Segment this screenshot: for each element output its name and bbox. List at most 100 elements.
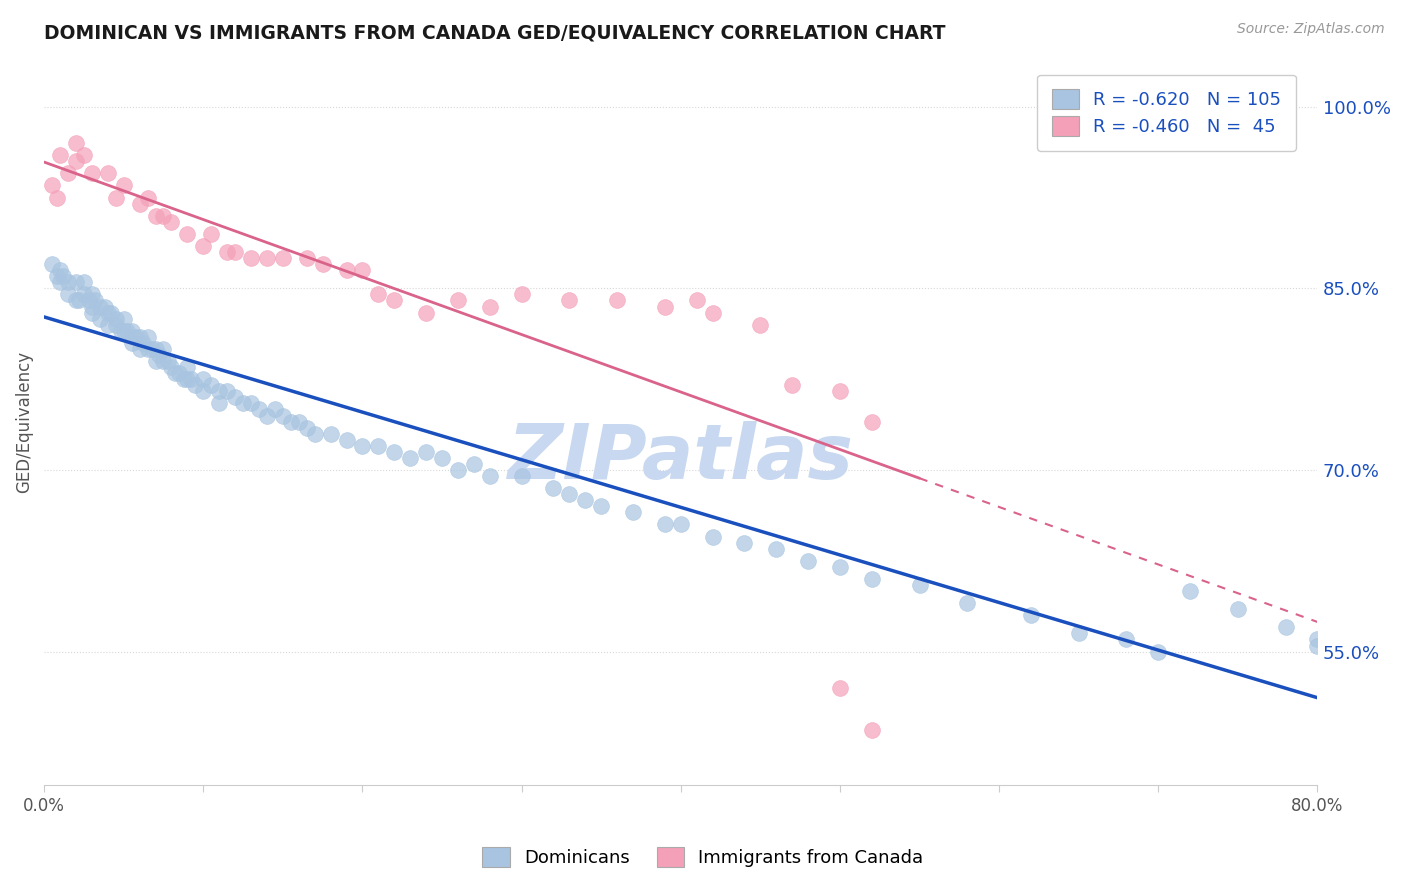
Point — [56, 287, 79, 301]
Point — [606, 293, 628, 308]
Point — [200, 227, 222, 241]
Point — [415, 445, 437, 459]
Point — [367, 287, 389, 301]
Point — [463, 457, 485, 471]
Point — [41, 257, 63, 271]
Point — [52, 269, 75, 284]
Point — [80, 305, 103, 319]
Point — [97, 318, 120, 332]
Point — [128, 330, 150, 344]
Point — [335, 263, 357, 277]
Point — [591, 500, 613, 514]
Text: DOMINICAN VS IMMIGRANTS FROM CANADA GED/EQUIVALENCY CORRELATION CHART: DOMINICAN VS IMMIGRANTS FROM CANADA GED/… — [44, 24, 946, 43]
Point — [115, 324, 138, 338]
Point — [136, 330, 159, 344]
Point — [97, 166, 120, 180]
Point — [145, 354, 167, 368]
Point — [65, 136, 87, 150]
Point — [145, 342, 167, 356]
Y-axis label: GED/Equivalency: GED/Equivalency — [15, 351, 32, 492]
Point — [558, 293, 581, 308]
Legend: R = -0.620   N = 105, R = -0.460   N =  45: R = -0.620 N = 105, R = -0.460 N = 45 — [1038, 75, 1296, 151]
Point — [1226, 602, 1249, 616]
Point — [543, 481, 565, 495]
Point — [56, 276, 79, 290]
Point — [702, 530, 724, 544]
Point — [702, 305, 724, 319]
Point — [256, 251, 278, 265]
Point — [478, 469, 501, 483]
Point — [49, 148, 72, 162]
Point — [654, 300, 676, 314]
Point — [84, 293, 107, 308]
Point — [797, 554, 820, 568]
Point — [45, 269, 67, 284]
Point — [104, 318, 127, 332]
Point — [176, 227, 198, 241]
Point — [141, 342, 163, 356]
Point — [73, 287, 96, 301]
Point — [415, 305, 437, 319]
Point — [80, 166, 103, 180]
Point — [749, 318, 772, 332]
Point — [765, 541, 787, 556]
Point — [180, 372, 202, 386]
Point — [152, 342, 174, 356]
Legend: Dominicans, Immigrants from Canada: Dominicans, Immigrants from Canada — [474, 838, 932, 876]
Point — [208, 396, 231, 410]
Point — [319, 426, 342, 441]
Point — [860, 572, 883, 586]
Point — [97, 305, 120, 319]
Point — [256, 409, 278, 423]
Point — [49, 276, 72, 290]
Point — [240, 251, 263, 265]
Point — [271, 251, 294, 265]
Point — [217, 384, 239, 399]
Point — [49, 263, 72, 277]
Point — [574, 493, 596, 508]
Point — [240, 396, 263, 410]
Point — [217, 245, 239, 260]
Point — [176, 360, 198, 375]
Point — [104, 191, 127, 205]
Point — [112, 178, 135, 193]
Point — [1178, 584, 1201, 599]
Point — [73, 148, 96, 162]
Point — [160, 360, 183, 375]
Point — [89, 300, 111, 314]
Point — [200, 378, 222, 392]
Point — [1115, 632, 1137, 647]
Point — [163, 366, 186, 380]
Point — [89, 311, 111, 326]
Point — [193, 239, 215, 253]
Point — [295, 251, 318, 265]
Point — [193, 372, 215, 386]
Point — [399, 450, 422, 465]
Point — [152, 354, 174, 368]
Point — [169, 366, 191, 380]
Point — [478, 300, 501, 314]
Point — [80, 300, 103, 314]
Point — [430, 450, 453, 465]
Point — [288, 415, 311, 429]
Point — [208, 384, 231, 399]
Point — [93, 300, 115, 314]
Point — [352, 439, 374, 453]
Point — [80, 287, 103, 301]
Point — [558, 487, 581, 501]
Point — [132, 335, 155, 350]
Point — [828, 384, 851, 399]
Point — [311, 257, 333, 271]
Point — [247, 402, 270, 417]
Point — [510, 287, 533, 301]
Point — [173, 372, 195, 386]
Point — [65, 154, 87, 169]
Point — [232, 396, 254, 410]
Point — [160, 215, 183, 229]
Point — [271, 409, 294, 423]
Point — [686, 293, 709, 308]
Point — [136, 191, 159, 205]
Point — [447, 293, 470, 308]
Point — [128, 342, 150, 356]
Point — [184, 378, 207, 392]
